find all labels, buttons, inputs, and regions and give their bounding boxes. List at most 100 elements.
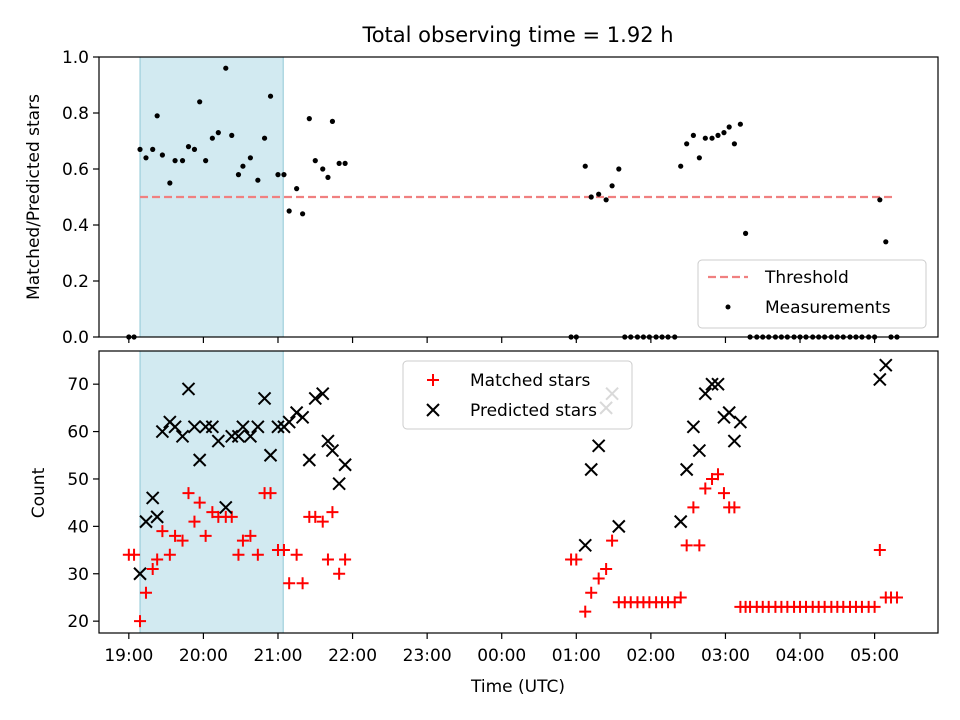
matched-star-point bbox=[600, 563, 613, 576]
predicted-star-point bbox=[192, 453, 207, 467]
count-legend-box bbox=[402, 360, 633, 430]
measurement-point bbox=[286, 208, 292, 214]
matched-star-point bbox=[182, 487, 195, 500]
matched-star-point bbox=[151, 553, 164, 566]
matched-star-point bbox=[579, 605, 592, 618]
predicted-star-point bbox=[282, 415, 296, 429]
matched-star-point bbox=[890, 591, 903, 604]
measurement-point bbox=[275, 172, 281, 178]
predicted-star-point bbox=[591, 439, 606, 453]
matched-star-point bbox=[570, 553, 583, 566]
series-predicted-stars bbox=[133, 358, 893, 581]
measurement-point bbox=[167, 180, 173, 186]
measurement-point bbox=[742, 230, 749, 236]
matched-star-point bbox=[251, 548, 264, 561]
predicted-star-point bbox=[686, 420, 701, 434]
count-panel-axes: 20 30 40 50 60 70 19:00 20:00 21:00 22:00 23:00 00:… bbox=[67, 350, 939, 666]
measurement-point bbox=[709, 135, 715, 141]
measurement-point bbox=[154, 113, 160, 119]
count-panel-background bbox=[139, 350, 284, 634]
series-matched-stars bbox=[122, 468, 903, 628]
matched-star-point bbox=[139, 586, 152, 599]
measurement-point bbox=[678, 163, 684, 169]
matched-star-point bbox=[283, 577, 296, 590]
measurement-point bbox=[240, 163, 246, 169]
plot-frame bbox=[98, 56, 939, 338]
matched-star-point bbox=[728, 501, 741, 514]
measurement-point bbox=[281, 172, 287, 178]
series-measurements bbox=[126, 65, 900, 340]
measurement-point bbox=[159, 152, 165, 158]
measurement-point bbox=[582, 163, 588, 169]
ratio-panel-background bbox=[139, 56, 894, 338]
matched-star-point bbox=[193, 496, 206, 509]
predicted-star-point bbox=[733, 415, 748, 429]
measurements-legend-swatch bbox=[725, 304, 731, 310]
measurement-point bbox=[726, 124, 732, 130]
y-tick-label: 50 bbox=[67, 470, 89, 490]
predicted-star-point bbox=[187, 420, 202, 434]
x-tick-label: 04:00 bbox=[776, 646, 825, 666]
figure-title: Total observing time = 1.92 h bbox=[361, 23, 673, 47]
ratio-panel: 0.0 0.2 0.4 0.6 0.8 1.0 Matched/Predicted sta… bbox=[24, 48, 939, 348]
predicted-star-point bbox=[711, 377, 725, 391]
predicted-star-point bbox=[243, 429, 258, 444]
matched-star-point bbox=[711, 468, 724, 481]
measurement-point bbox=[267, 93, 274, 99]
y-tick-label: 20 bbox=[67, 612, 89, 632]
predicted-star-point bbox=[679, 462, 694, 477]
predicted-star-point bbox=[325, 443, 340, 458]
measurement-point bbox=[603, 197, 609, 203]
x-tick-label: 19:00 bbox=[104, 646, 153, 666]
matched-star-point bbox=[687, 501, 700, 514]
predicted-star-point bbox=[236, 420, 250, 434]
measurement-point bbox=[215, 130, 221, 136]
measurement-point bbox=[616, 166, 622, 172]
y-tick-label: 0.6 bbox=[62, 160, 89, 180]
y-tick-label: 1.0 bbox=[62, 48, 89, 68]
x-tick-label: 23:00 bbox=[403, 646, 452, 666]
predicted-star-point bbox=[133, 567, 147, 581]
matched-star-point bbox=[134, 615, 147, 628]
matched-star-point bbox=[717, 487, 730, 500]
y-tick-label: 0.4 bbox=[62, 216, 89, 236]
matched-star-point bbox=[128, 548, 141, 561]
predicted-star-point bbox=[698, 386, 713, 401]
plot-frame bbox=[98, 350, 939, 634]
count-legend: Matched stars Predicted stars bbox=[402, 360, 633, 430]
y-tick-label: 0.0 bbox=[62, 328, 89, 348]
y-tick-label: 40 bbox=[67, 517, 89, 537]
predicted-star-point bbox=[155, 424, 170, 439]
matched-star-point bbox=[277, 544, 290, 557]
ratio-legend: Threshold Measurements bbox=[697, 259, 927, 329]
matched-star-point bbox=[606, 534, 619, 547]
matched-star-point bbox=[264, 487, 277, 500]
x-tick-label: 00:00 bbox=[477, 646, 526, 666]
shaded-observing-interval bbox=[139, 56, 284, 338]
matched-star-point bbox=[674, 591, 687, 604]
predicted-star-point bbox=[612, 519, 626, 534]
matched-legend-swatch bbox=[427, 374, 439, 386]
measurement-point bbox=[299, 211, 306, 217]
predicted-legend-swatch bbox=[426, 403, 440, 417]
x-axis-label: Time (UTC) bbox=[470, 677, 565, 697]
matched-legend-label: Matched stars bbox=[470, 371, 590, 391]
predicted-star-point bbox=[338, 458, 352, 472]
matched-star-point bbox=[585, 586, 598, 599]
threshold-legend-label: Threshold bbox=[764, 268, 849, 288]
ratio-panel-marks bbox=[126, 65, 900, 340]
measurement-point bbox=[185, 144, 192, 150]
predicted-star-point bbox=[271, 420, 285, 434]
matched-star-point bbox=[868, 600, 881, 613]
measurement-point bbox=[261, 135, 268, 141]
measurement-point bbox=[191, 146, 198, 152]
x-tick-label: 21:00 bbox=[253, 646, 302, 666]
measurement-point bbox=[255, 177, 261, 183]
measurement-point bbox=[342, 160, 348, 166]
predicted-star-point bbox=[219, 500, 233, 515]
predicted-star-point bbox=[308, 391, 322, 406]
measurement-point bbox=[294, 186, 300, 192]
measurement-point bbox=[684, 141, 690, 147]
measurement-point bbox=[877, 197, 883, 203]
predicted-star-point bbox=[727, 434, 742, 448]
